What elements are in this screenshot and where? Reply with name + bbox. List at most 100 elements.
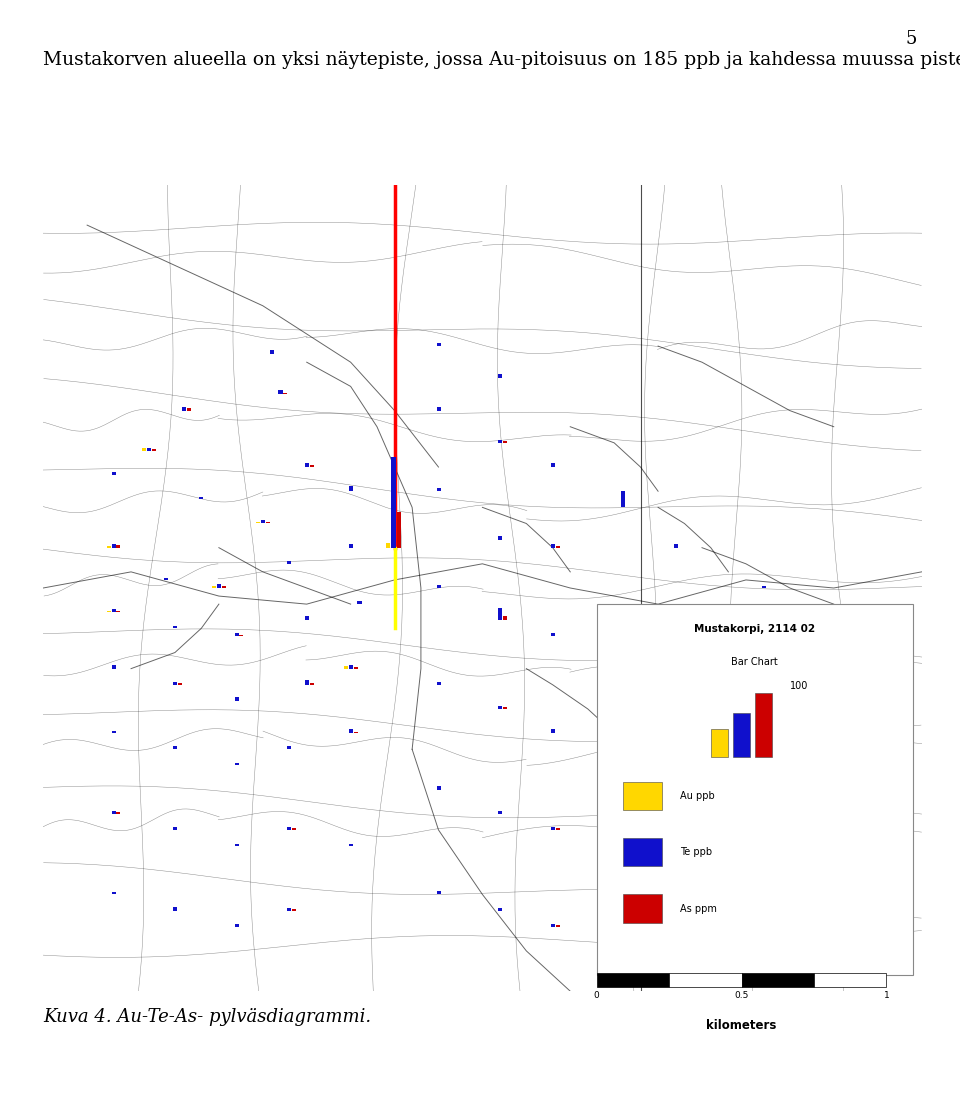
Bar bbox=[287, 746, 291, 749]
Bar bbox=[556, 547, 560, 548]
Bar bbox=[111, 544, 115, 548]
Bar bbox=[498, 706, 502, 709]
Bar bbox=[621, 610, 625, 628]
Bar bbox=[353, 731, 358, 734]
Bar bbox=[234, 843, 239, 846]
Bar bbox=[239, 635, 244, 636]
Bar bbox=[437, 786, 441, 790]
Bar bbox=[107, 547, 110, 548]
Bar bbox=[710, 729, 729, 757]
Text: 1: 1 bbox=[883, 991, 889, 1000]
Bar bbox=[551, 544, 555, 548]
Bar bbox=[266, 522, 270, 523]
Bar bbox=[556, 925, 560, 926]
Text: Au ppb: Au ppb bbox=[680, 791, 715, 801]
Text: 100: 100 bbox=[790, 681, 808, 691]
Bar bbox=[727, 706, 731, 709]
Bar bbox=[348, 665, 353, 669]
Bar bbox=[222, 587, 226, 588]
Bar bbox=[621, 492, 625, 507]
Bar bbox=[437, 488, 441, 492]
Bar bbox=[152, 449, 156, 451]
Bar bbox=[256, 522, 260, 523]
Bar bbox=[212, 586, 216, 588]
Bar bbox=[111, 665, 115, 669]
Text: Kuva 4. Au-Te-As- pylväsdiagrammi.: Kuva 4. Au-Te-As- pylväsdiagrammi. bbox=[43, 1008, 372, 1026]
Bar bbox=[186, 408, 191, 411]
Bar bbox=[732, 713, 751, 757]
Bar bbox=[261, 521, 265, 523]
Bar bbox=[111, 892, 115, 895]
Bar bbox=[498, 608, 502, 620]
Bar bbox=[674, 544, 678, 548]
Bar bbox=[437, 408, 441, 411]
Bar bbox=[344, 666, 348, 669]
Bar bbox=[623, 838, 662, 866]
Bar bbox=[292, 829, 296, 830]
Bar bbox=[623, 895, 662, 923]
Bar bbox=[287, 908, 291, 911]
Bar bbox=[304, 616, 309, 620]
Text: Bar Chart: Bar Chart bbox=[732, 656, 778, 666]
Bar bbox=[498, 908, 502, 911]
Bar bbox=[596, 604, 913, 976]
Bar bbox=[386, 542, 390, 548]
Bar bbox=[755, 693, 772, 757]
Bar bbox=[164, 578, 168, 580]
Bar bbox=[310, 466, 314, 467]
Bar bbox=[234, 763, 239, 765]
Bar bbox=[178, 683, 182, 684]
Bar bbox=[111, 730, 115, 734]
Bar bbox=[348, 729, 353, 734]
Bar bbox=[200, 497, 204, 500]
Bar bbox=[217, 584, 221, 588]
Bar bbox=[292, 909, 296, 911]
Bar bbox=[503, 708, 507, 709]
Bar bbox=[498, 374, 502, 379]
Bar bbox=[498, 811, 502, 814]
Bar bbox=[173, 746, 178, 749]
Bar bbox=[353, 668, 358, 669]
Bar bbox=[278, 391, 282, 394]
Bar bbox=[551, 463, 555, 467]
Bar bbox=[503, 441, 507, 442]
Bar bbox=[348, 544, 353, 548]
Bar bbox=[348, 486, 353, 492]
Bar bbox=[181, 407, 186, 411]
Text: Te ppb: Te ppb bbox=[680, 848, 712, 858]
Bar bbox=[503, 616, 507, 620]
Bar bbox=[551, 827, 555, 830]
Bar bbox=[283, 393, 287, 394]
Bar bbox=[357, 601, 362, 604]
Bar bbox=[147, 448, 151, 451]
Bar bbox=[761, 586, 766, 588]
Bar bbox=[234, 697, 239, 701]
Bar bbox=[551, 729, 555, 734]
Bar bbox=[304, 680, 309, 684]
Bar bbox=[623, 782, 662, 810]
Bar bbox=[348, 843, 353, 846]
Bar bbox=[270, 351, 274, 354]
Bar bbox=[621, 857, 625, 870]
Bar bbox=[107, 610, 110, 613]
Bar bbox=[234, 633, 239, 636]
Bar bbox=[173, 907, 178, 911]
Bar bbox=[551, 924, 555, 926]
Bar bbox=[173, 827, 178, 830]
Bar bbox=[310, 683, 314, 684]
Text: 5: 5 bbox=[905, 30, 917, 48]
Bar bbox=[814, 972, 886, 987]
Text: Mustakorpi, 2114 02: Mustakorpi, 2114 02 bbox=[694, 624, 815, 634]
Text: 0: 0 bbox=[593, 991, 599, 1000]
Bar bbox=[741, 972, 814, 987]
Bar bbox=[304, 463, 309, 467]
Text: 0.5: 0.5 bbox=[734, 991, 749, 1000]
Bar bbox=[621, 735, 625, 749]
Bar bbox=[234, 924, 239, 926]
Bar bbox=[437, 343, 441, 346]
Bar bbox=[111, 609, 115, 613]
Bar bbox=[116, 812, 120, 814]
Bar bbox=[397, 512, 401, 548]
Bar bbox=[498, 440, 502, 442]
Text: kilometers: kilometers bbox=[707, 1019, 777, 1033]
